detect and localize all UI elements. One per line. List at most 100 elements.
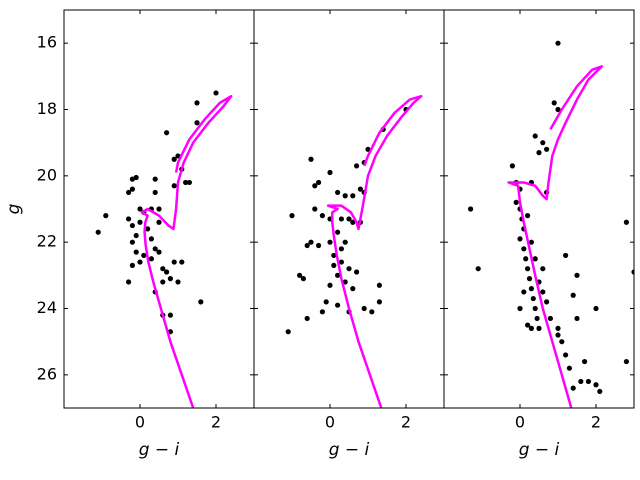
data-point [186,179,192,186]
data-point [312,206,318,212]
panel: 0 2 g − i [443,9,635,460]
data-point [152,176,158,182]
data-point [544,146,550,152]
data-point [521,289,527,295]
data-point [171,183,177,189]
plot-area [285,94,423,408]
data-point [213,90,219,96]
y-tick-label: 22 [37,232,57,251]
data-point [354,163,360,169]
data-point [164,130,170,136]
data-point [525,213,531,219]
y-tick-label: 26 [37,364,57,383]
data-point [285,329,291,335]
data-point [327,169,333,176]
data-point [346,216,352,222]
data-point [167,312,173,318]
y-tick-label: 20 [37,165,57,184]
axes-frame [253,9,445,409]
data-point [156,206,162,212]
x-axis-label: g − i [329,440,370,460]
data-point [289,213,295,219]
data-point [152,189,158,196]
data-point [475,266,481,272]
data-point [523,256,529,262]
data-point [308,156,314,162]
data-point [597,388,603,395]
data-point [167,276,173,282]
data-point [631,269,634,275]
data-point [338,246,344,252]
data-point [175,279,181,285]
x-tick-label: 0 [515,413,525,432]
y-tick-label: 18 [37,99,57,118]
data-point [521,246,527,252]
data-point [148,236,154,242]
data-point [525,266,531,272]
data-point [593,382,599,388]
data-point [534,315,540,322]
data-point [308,239,314,245]
data-point [148,256,154,262]
data-point [152,246,158,252]
data-point [126,279,132,285]
data-point [517,305,523,312]
data-point [570,385,576,391]
data-point [513,199,519,205]
panel: 0 2 g − i [253,9,445,460]
y-axis-label: g [4,203,24,214]
x-tick-label: 0 [325,413,335,432]
data-point [129,239,135,245]
data-point [369,309,375,315]
data-point [171,259,177,265]
data-point [578,378,584,385]
data-point [160,279,166,285]
data-point [297,272,303,278]
data-point [312,183,318,189]
data-point [530,295,536,302]
data-point [563,252,569,259]
data-point [555,332,561,338]
x-tick-label: 2 [211,413,221,432]
data-point [342,279,348,285]
data-point [555,40,561,46]
data-point [129,222,135,229]
x-axis-label: g − i [519,440,560,460]
data-point [126,189,132,196]
isochrone-line [140,94,233,408]
data-point [547,315,554,322]
data-point [536,150,542,156]
data-point [350,286,356,292]
data-point [528,286,535,292]
data-point [540,266,546,272]
data-point [585,378,592,385]
data-point [179,259,185,265]
data-point [563,352,569,358]
plot-area [95,90,233,408]
data-point [95,229,101,235]
data-point [327,282,333,288]
data-point [156,249,162,255]
data-point [304,242,310,249]
data-point [335,189,341,196]
x-tick-label: 2 [591,413,601,432]
data-point [194,120,200,126]
data-point [528,325,535,331]
data-point [323,299,329,305]
data-point [342,193,348,199]
data-point [536,325,542,331]
data-point [198,299,204,305]
data-point [183,179,189,186]
data-point [335,229,341,235]
data-point [350,193,356,199]
data-point [555,325,561,331]
data-point [331,252,337,259]
data-point [593,305,599,312]
plot-area [468,40,634,408]
data-point [335,272,341,278]
data-point [570,292,576,298]
data-point [103,213,109,219]
data-point [126,216,132,222]
